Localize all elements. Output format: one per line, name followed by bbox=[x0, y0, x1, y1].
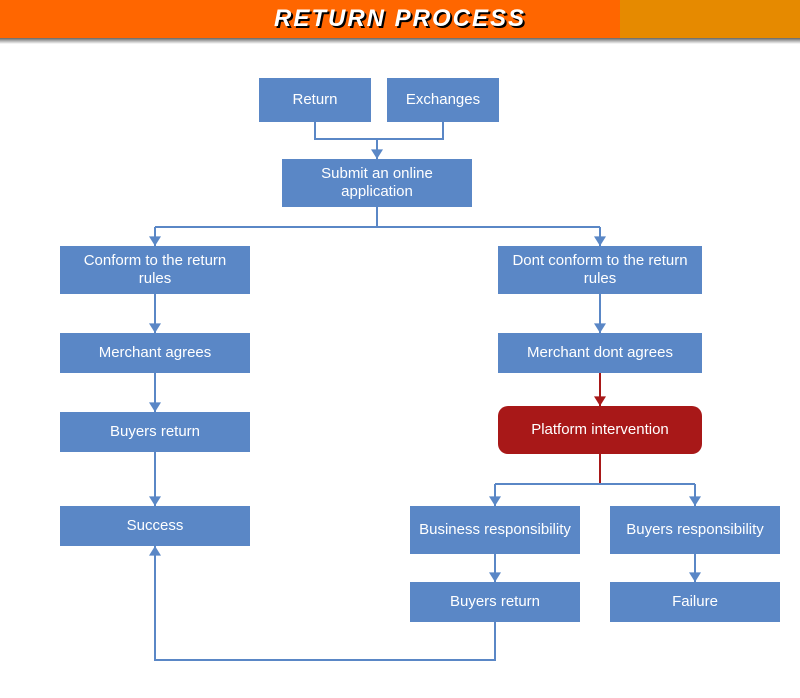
flowchart-canvas: Return Exchanges Submit an online applicat… bbox=[0, 44, 800, 698]
node-failure: Failure bbox=[610, 582, 780, 622]
page-title: RETURN PROCESS bbox=[0, 0, 800, 38]
node-submit: Submit an online application bbox=[282, 159, 472, 207]
node-magree: Merchant agrees bbox=[60, 333, 250, 373]
node-buyersreturn2: Buyers return bbox=[410, 582, 580, 622]
node-platform: Platform intervention bbox=[498, 406, 702, 454]
node-conform: Conform to the return rules bbox=[60, 246, 250, 294]
node-bizresp: Business responsibility bbox=[410, 506, 580, 554]
node-buyersreturn1: Buyers return bbox=[60, 412, 250, 452]
node-dontconform: Dont conform to the return rules bbox=[498, 246, 702, 294]
node-success: Success bbox=[60, 506, 250, 546]
node-return: Return bbox=[259, 78, 371, 122]
header-bar: RETURN PROCESS bbox=[0, 0, 800, 42]
node-exchanges: Exchanges bbox=[387, 78, 499, 122]
node-buyresp: Buyers responsibility bbox=[610, 506, 780, 554]
node-mdontagree: Merchant dont agrees bbox=[498, 333, 702, 373]
